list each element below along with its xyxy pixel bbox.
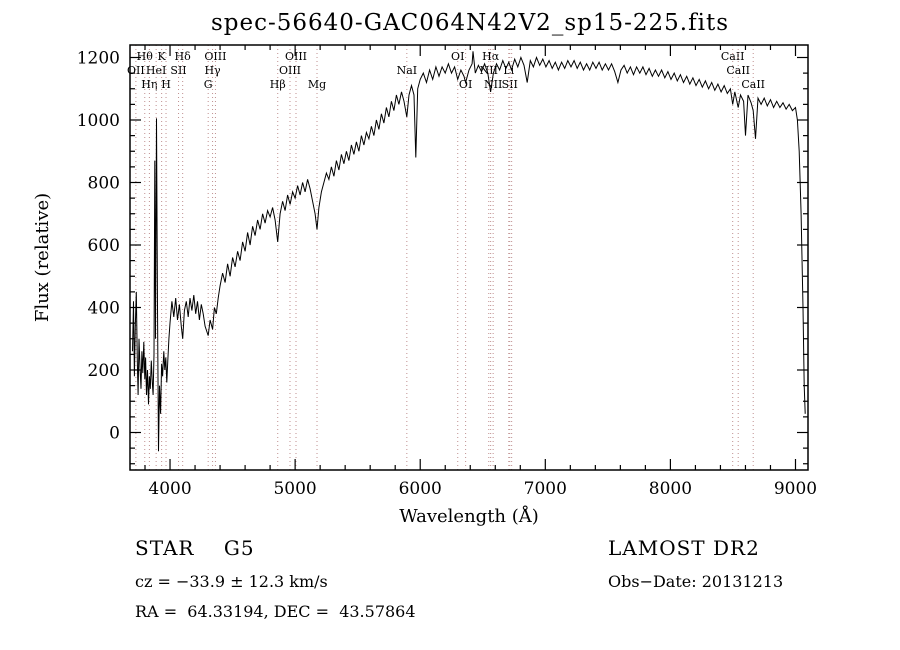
- spectral-line-label: CaII: [741, 78, 765, 91]
- spectral-line-label: OIII: [285, 50, 307, 63]
- spectral-line-label: OII: [127, 64, 145, 77]
- spectrum-trace: [132, 51, 806, 452]
- y-tick-label: 800: [88, 174, 120, 194]
- x-axis-label: Wavelength (Å): [399, 505, 539, 527]
- plot-frame: [129, 44, 809, 471]
- spectral-line-label: Hγ: [204, 64, 221, 77]
- y-tick-label: 200: [88, 361, 120, 381]
- spectrum-chart: OIIHθHηHeIKHSIIHδGHγOIIIHβOIIIOIIIMgNaIO…: [32, 44, 817, 527]
- x-tick-label: 6000: [399, 479, 442, 499]
- y-axis-label: Flux (relative): [32, 193, 53, 322]
- spectral-line-label: Hδ: [175, 50, 192, 63]
- y-tick-label: 1200: [77, 49, 120, 69]
- spectral-line-label: Li: [503, 64, 514, 77]
- x-tick-label: 4000: [148, 479, 191, 499]
- radial-velocity: cz = −33.9 ± 12.3 km/s: [135, 572, 328, 591]
- y-tick-label: 0: [109, 424, 120, 444]
- spectral-line-label: H: [161, 78, 171, 91]
- x-tick-label: 8000: [649, 479, 692, 499]
- spectral-line-label: OI: [451, 50, 464, 63]
- observation-date: Obs−Date: 20131213: [608, 572, 784, 591]
- object-classification: STAR G5: [135, 536, 255, 560]
- x-tick-label: 7000: [524, 479, 567, 499]
- plot-title: spec-56640-GAC064N42V2_sp15-225.fits: [210, 10, 730, 36]
- spectral-line-label: K: [158, 50, 167, 63]
- spectral-line-label: OI: [459, 78, 472, 91]
- spectral-line-label: Mg: [308, 78, 326, 91]
- x-tick-label: 9000: [774, 479, 817, 499]
- spectral-line-label: HeI: [146, 64, 166, 77]
- survey-label: LAMOST DR2: [608, 536, 760, 560]
- spectral-line-label: OIII: [204, 50, 226, 63]
- spectral-line-label: SII: [170, 64, 186, 77]
- spectral-line-label: Hη: [141, 78, 157, 91]
- spectral-line-label: G: [204, 78, 213, 91]
- spectral-line-label: NaI: [397, 64, 418, 77]
- y-tick-label: 1000: [77, 111, 120, 131]
- ra-dec-coordinates: RA = 64.33194, DEC = 43.57864: [135, 602, 416, 621]
- spectral-line-label: OIII: [279, 64, 301, 77]
- y-tick-label: 600: [88, 236, 120, 256]
- spectral-line-label: CaII: [721, 50, 745, 63]
- spectral-line-label: Hθ: [137, 50, 154, 63]
- spectral-line-label: Hβ: [270, 78, 286, 91]
- spectral-line-label: SII: [502, 78, 518, 91]
- spectral-line-label: NII: [484, 78, 502, 91]
- spectral-line-label: Hα: [482, 50, 500, 63]
- x-tick-label: 5000: [273, 479, 316, 499]
- y-tick-label: 400: [88, 299, 120, 319]
- spectral-line-label: CaII: [726, 64, 750, 77]
